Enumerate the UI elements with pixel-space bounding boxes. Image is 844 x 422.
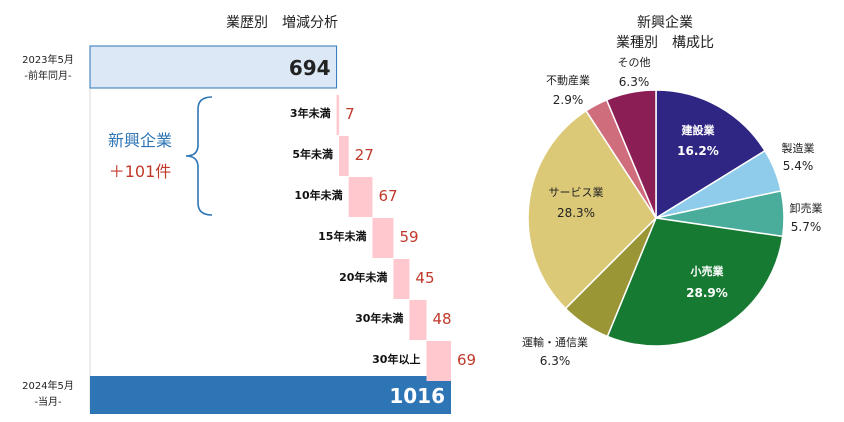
pie-slice (655, 89, 766, 220)
pie-slice-percent: 5.4% (783, 159, 814, 173)
pie-labels: 建設業 16.2% 製造業 5.4% 卸売業 5.7% 小売業 28.9% 運輸・通信業 6.3%… (522, 56, 823, 368)
pie-chart (527, 89, 785, 347)
pie-slice-name: 不動産業 (546, 73, 590, 87)
waterfall-step-bar (372, 218, 394, 258)
pie-slice-percent: 28.3% (557, 206, 595, 220)
brace-value: ＋101件 (109, 162, 172, 181)
start-label-line1: 2023年5月 (22, 53, 74, 66)
waterfall-step-bar (339, 136, 349, 176)
waterfall-step-value: 45 (415, 269, 434, 287)
waterfall-category-label: 30年以上 (372, 352, 420, 366)
pie-slice-percent: 6.3% (619, 75, 650, 89)
bar-start (89, 45, 338, 89)
pie-slice-percent: 16.2% (677, 144, 719, 158)
waterfall-steps: 3年未満 7 5年未満 27 10年未満 67 15年未満 59 20年未満 45 30年未満 48 3… (290, 95, 476, 381)
brace (185, 96, 213, 216)
waterfall-step-value: 7 (345, 105, 355, 123)
waterfall-category-label: 30年未満 (355, 311, 403, 325)
pie-slice-percent: 6.3% (540, 354, 571, 368)
brace-label: 新興企業 (108, 131, 172, 150)
bar-end (90, 376, 451, 414)
waterfall-step-value: 59 (399, 228, 418, 246)
waterfall-category-label: 3年未満 (290, 106, 331, 120)
pie-title-line1: 新興企業 (637, 14, 693, 31)
pie-title-line2: 業種別 構成比 (616, 35, 714, 51)
end-label-line1: 2024年5月 (22, 379, 74, 392)
waterfall-step-bar (393, 259, 410, 299)
waterfall-step-value: 48 (432, 310, 451, 328)
waterfall-category-label: 15年未満 (318, 229, 366, 243)
waterfall-step-bar (336, 95, 340, 135)
waterfall-step-bar (348, 177, 373, 217)
waterfall-step-bar (426, 341, 451, 381)
pie-slice (606, 217, 784, 347)
pie-slice (605, 89, 657, 219)
pie-slice-name: サービス業 (549, 186, 604, 199)
pie-slice (527, 109, 657, 310)
waterfall-title: 業歴別 増減分析 (226, 14, 338, 31)
waterfall-step-value: 27 (355, 146, 374, 164)
start-label-line2: -前年同月- (24, 69, 72, 82)
pie-slice-name: 運輸・通信業 (522, 335, 588, 349)
waterfall-step-value: 69 (457, 351, 476, 369)
waterfall-step-bar (409, 300, 427, 340)
pie-slice-percent: 2.9% (553, 93, 584, 107)
bar-end-value: 1016 (389, 384, 445, 408)
bar-start-value: 694 (289, 56, 331, 80)
waterfall-step-value: 67 (378, 187, 397, 205)
pie-slice-name: 製造業 (782, 141, 815, 155)
waterfall-category-label: 10年未満 (294, 188, 342, 202)
pie-slice-name: 小売業 (690, 264, 725, 278)
end-label-line2: -当月- (34, 395, 62, 408)
pie-slice-percent: 5.7% (791, 220, 822, 234)
pie-slice-name: 卸売業 (790, 201, 823, 215)
waterfall-category-label: 5年未満 (292, 147, 333, 161)
waterfall-category-label: 20年未満 (339, 270, 387, 284)
pie-slice-name: その他 (618, 56, 651, 69)
pie-slice-name: 建設業 (682, 123, 716, 137)
pie-slice-percent: 28.9% (686, 286, 728, 300)
